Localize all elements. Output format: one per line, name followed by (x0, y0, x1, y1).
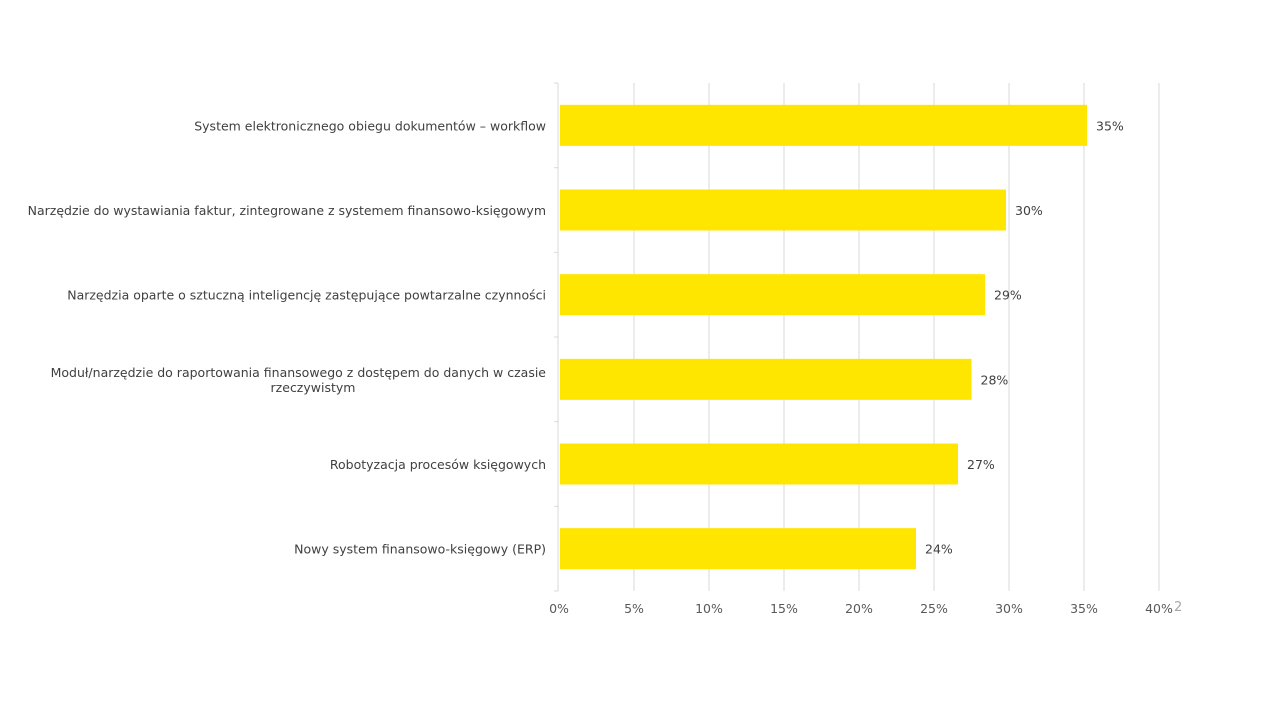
category-label: Nowy system finansowo-księgowy (ERP) (294, 542, 546, 557)
bar (560, 443, 958, 485)
bar (560, 358, 972, 400)
x-tick-label: 35% (1070, 601, 1098, 616)
x-tick-label: 15% (770, 601, 798, 616)
category-label: System elektronicznego obiegu dokumentów… (194, 118, 546, 133)
page-number: 2 (1174, 600, 1182, 615)
data-label: 27% (967, 457, 995, 472)
x-tick-label: 10% (695, 601, 723, 616)
bar (560, 189, 1006, 231)
x-tick-label: 5% (624, 601, 644, 616)
x-tick-label: 0% (549, 601, 569, 616)
data-label: 30% (1015, 203, 1043, 218)
x-tick-label: 25% (920, 601, 948, 616)
category-label: Robotyzacja procesów księgowych (330, 457, 546, 472)
category-label: Narzędzia oparte o sztuczną inteligencję… (67, 288, 546, 303)
category-label: Narzędzie do wystawiania faktur, zintegr… (28, 203, 546, 218)
data-label: 29% (994, 288, 1022, 303)
data-label: 24% (925, 542, 953, 557)
x-tick-label: 20% (845, 601, 873, 616)
data-label: 35% (1096, 118, 1124, 133)
category-label: rzeczywistym (271, 380, 356, 395)
bar (560, 104, 1087, 146)
bar (560, 274, 985, 316)
data-label: 28% (981, 372, 1009, 387)
category-label: Moduł/narzędzie do raportowania finansow… (51, 365, 547, 380)
bar (560, 528, 916, 570)
x-tick-label: 40% (1145, 601, 1173, 616)
x-tick-label: 30% (995, 601, 1023, 616)
